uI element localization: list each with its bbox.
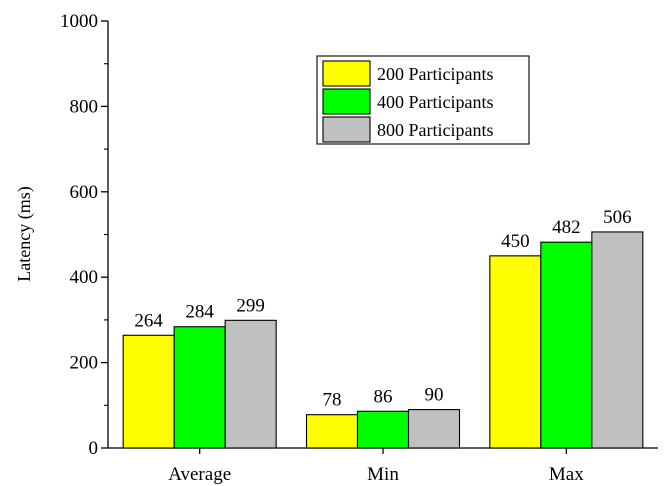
bar-value-label: 506 [603,207,632,228]
bar [305,414,359,449]
axes: 0 200 400 600 800 1000 Average Min Max [60,11,658,485]
y-tick-label: 600 [70,182,99,203]
y-tick-label: 1000 [60,11,98,32]
legend-swatch [322,116,371,143]
bar-value-label: 482 [552,217,581,238]
bar [356,410,410,449]
y-tick-label: 0 [89,438,99,459]
bar-value-label: 299 [236,295,265,316]
legend-swatch [322,88,371,115]
bar [407,409,461,449]
x-tick-label: Min [367,464,399,485]
legend-label: 800 Participants [377,120,493,140]
bar-value-label: 90 [425,385,444,406]
bar [122,334,175,449]
x-tick-label: Max [549,464,584,485]
bar-value-label: 450 [501,231,530,252]
y-axis-label: Latency (ms) [14,186,35,281]
y-tick-label: 400 [70,267,99,288]
legend: 200 Participants 400 Participants 800 Part… [316,55,530,145]
bar-value-label: 284 [185,302,214,323]
x-tick-label: Average [168,464,231,485]
bar [173,326,226,449]
y-tick-label: 800 [70,96,99,117]
y-tick-label: 200 [70,353,99,374]
legend-label: 400 Participants [377,92,493,112]
bar [489,255,542,449]
legend-label: 200 Participants [377,64,493,84]
bar [540,241,593,449]
bar-value-label: 78 [323,390,342,411]
bar-value-label: 264 [134,310,163,331]
bar [591,231,644,449]
bars [122,231,644,449]
legend-swatch [322,60,371,87]
data-labels: 264 284 299 78 86 90 450 482 506 [134,207,631,411]
bar [224,319,277,449]
bar-value-label: 86 [374,386,393,407]
